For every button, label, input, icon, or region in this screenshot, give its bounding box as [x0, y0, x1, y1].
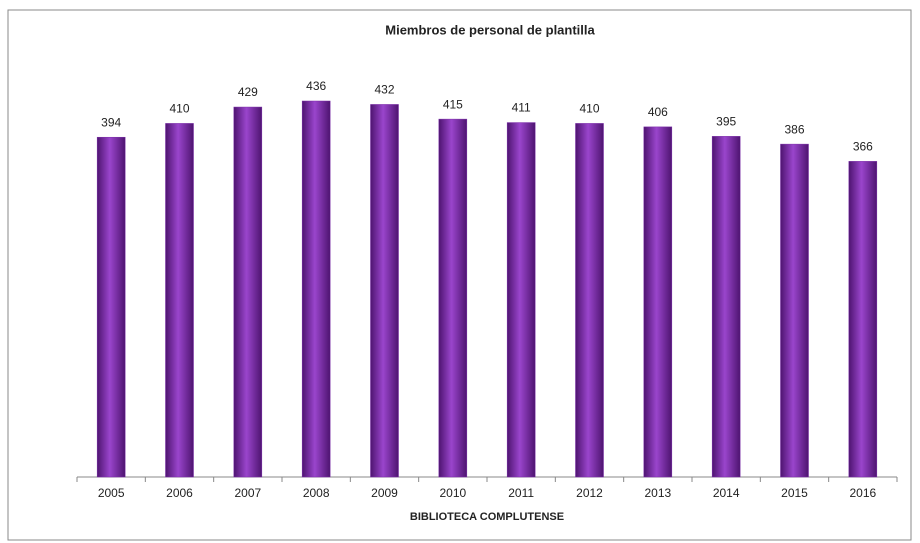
data-label: 411 — [512, 101, 531, 115]
bar — [780, 143, 809, 478]
x-tick-label: 2007 — [234, 486, 261, 500]
data-label: 386 — [784, 122, 804, 136]
x-tick-label: 2011 — [508, 486, 534, 500]
data-label: 410 — [169, 102, 189, 116]
bar — [506, 122, 536, 478]
data-label: 395 — [716, 115, 736, 129]
bar — [711, 136, 741, 478]
bar — [370, 104, 399, 478]
x-tick-label: 2016 — [849, 486, 876, 500]
x-tick-label: 2015 — [781, 486, 808, 500]
data-label: 432 — [374, 83, 394, 97]
data-label: 394 — [101, 115, 121, 129]
data-label: 429 — [238, 85, 258, 99]
x-tick-label: 2013 — [644, 486, 671, 500]
bar — [438, 118, 468, 478]
bar — [233, 106, 263, 478]
bar — [301, 100, 331, 478]
x-tick-label: 2006 — [166, 486, 193, 500]
data-label: 410 — [579, 102, 599, 116]
bar — [96, 136, 126, 478]
x-axis-title: BIBLIOTECA COMPLUTENSE — [410, 511, 564, 523]
chart-title: Miembros de personal de plantilla — [385, 22, 595, 37]
x-tick-label: 2012 — [576, 486, 603, 500]
data-label: 406 — [648, 105, 668, 119]
x-tick-label: 2009 — [371, 486, 398, 500]
x-tick-label: 2014 — [713, 486, 740, 500]
bar — [575, 123, 604, 478]
data-label: 436 — [306, 79, 326, 93]
data-label: 366 — [853, 140, 873, 154]
bar — [165, 123, 194, 478]
bar — [643, 126, 673, 478]
data-label: 415 — [443, 97, 463, 111]
x-tick-label: 2008 — [303, 486, 330, 500]
x-tick-label: 2005 — [98, 486, 125, 500]
bar — [848, 161, 878, 478]
x-tick-label: 2010 — [439, 486, 466, 500]
